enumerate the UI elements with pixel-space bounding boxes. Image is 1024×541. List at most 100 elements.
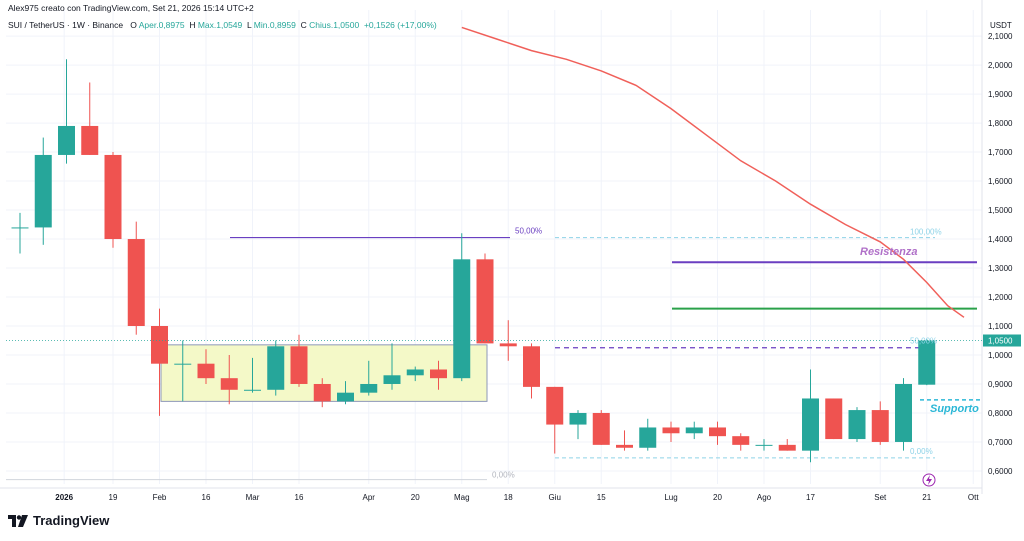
currency-label: USDT [990,21,1012,30]
candle [476,253,494,344]
candle [523,343,540,399]
y-tick-label: 1,2000 [988,293,1013,302]
candle [546,386,564,454]
support-label: Supporto [930,403,979,415]
candle-body [755,444,773,446]
candle [81,82,99,155]
candle [499,320,517,361]
candle-body [58,125,75,155]
candle [778,439,796,451]
candle-body [244,389,261,391]
candle-body [81,125,99,155]
candle-body [430,369,447,379]
candle-body [592,412,610,445]
change-value: +0,1526 (+17,00%) [363,20,437,30]
tradingview-brand: TradingView [33,513,110,528]
candle-body [383,375,401,384]
candle [871,401,889,445]
candle-body [778,444,796,451]
y-tick-label: 1,5000 [988,206,1013,215]
candle [709,421,726,445]
candle-body [220,378,238,390]
y-tick-label: 1,3000 [988,264,1013,273]
y-tick-label: 2,1000 [988,32,1013,41]
open-label: O [130,20,137,30]
candle [639,418,657,451]
candle-body [918,340,936,385]
candle-body [127,239,145,326]
candle [58,59,75,164]
y-tick-label: 0,9000 [988,380,1013,389]
y-tick-label: 1,0000 [988,351,1013,360]
candle-body [313,383,331,402]
y-tick-label: 1,6000 [988,177,1013,186]
x-tick-label: 19 [109,493,118,502]
candle-body [616,444,633,448]
tradingview-logo[interactable]: TradingView [8,513,109,528]
candle [825,398,843,440]
candle-body [337,392,354,402]
candle [918,339,936,386]
candle [313,378,331,408]
fib-50-label: 50,00% [910,337,937,346]
x-tick-label: 2026 [55,493,73,502]
x-tick-label: Ott [968,493,979,502]
low-label: L [247,20,252,30]
y-tick-label: 0,6000 [988,467,1013,476]
candle-body [825,398,843,440]
candles [11,59,936,463]
candle-body [709,427,726,437]
fib-100-label: 100,00% [910,228,942,237]
candle-body [848,410,866,440]
candle-body [685,427,703,434]
candle [383,343,401,390]
y-tick-label: 0,8000 [988,409,1013,418]
author-line: Alex975 creato con TradingView.com, Set … [8,3,254,13]
x-tick-label: 21 [922,493,931,502]
candle [220,354,238,405]
candle [11,212,29,254]
y-tick-label: 1,4000 [988,235,1013,244]
lightning-icon [926,475,932,485]
candle [895,378,912,451]
candle [802,369,819,463]
candle-body [639,427,657,448]
candle [151,308,168,416]
candle-body [476,259,494,344]
y-tick-label: 0,7000 [988,438,1013,447]
moving-average-line [461,26,965,318]
top-purple-label: 50,00% [515,227,542,236]
x-tick-label: 15 [597,493,606,502]
candle [104,152,122,248]
x-tick-label: Mar [246,493,260,502]
open-value: Aper.0,8975 [138,20,185,30]
symbol-label[interactable]: SUI / TetherUS · 1W · Binance [8,20,124,30]
candle [244,357,261,393]
candle [592,410,610,445]
x-tick-label: 20 [713,493,722,502]
candle-body [453,259,471,379]
candle [755,439,773,451]
last-price-tag [983,334,1021,347]
candle-body [406,369,424,376]
close-label: C [300,20,307,30]
x-tick-label: Set [874,493,887,502]
x-tick-label: 17 [806,493,815,502]
close-value: Chius.1,0500 [309,20,360,30]
candle-body [197,363,215,379]
candle-body [104,154,122,240]
candle [685,421,703,440]
x-tick-label: Ago [757,493,772,502]
y-tick-label: 1,9000 [988,90,1013,99]
candle [453,233,471,382]
candle [406,366,424,382]
x-tick-label: Mag [454,493,470,502]
candle [616,430,633,451]
high-label: H [189,20,196,30]
candle [337,381,354,405]
candle [174,340,192,402]
candle-body [267,346,285,390]
y-tick-label: 1,1000 [988,322,1013,331]
candle-body [732,436,750,445]
